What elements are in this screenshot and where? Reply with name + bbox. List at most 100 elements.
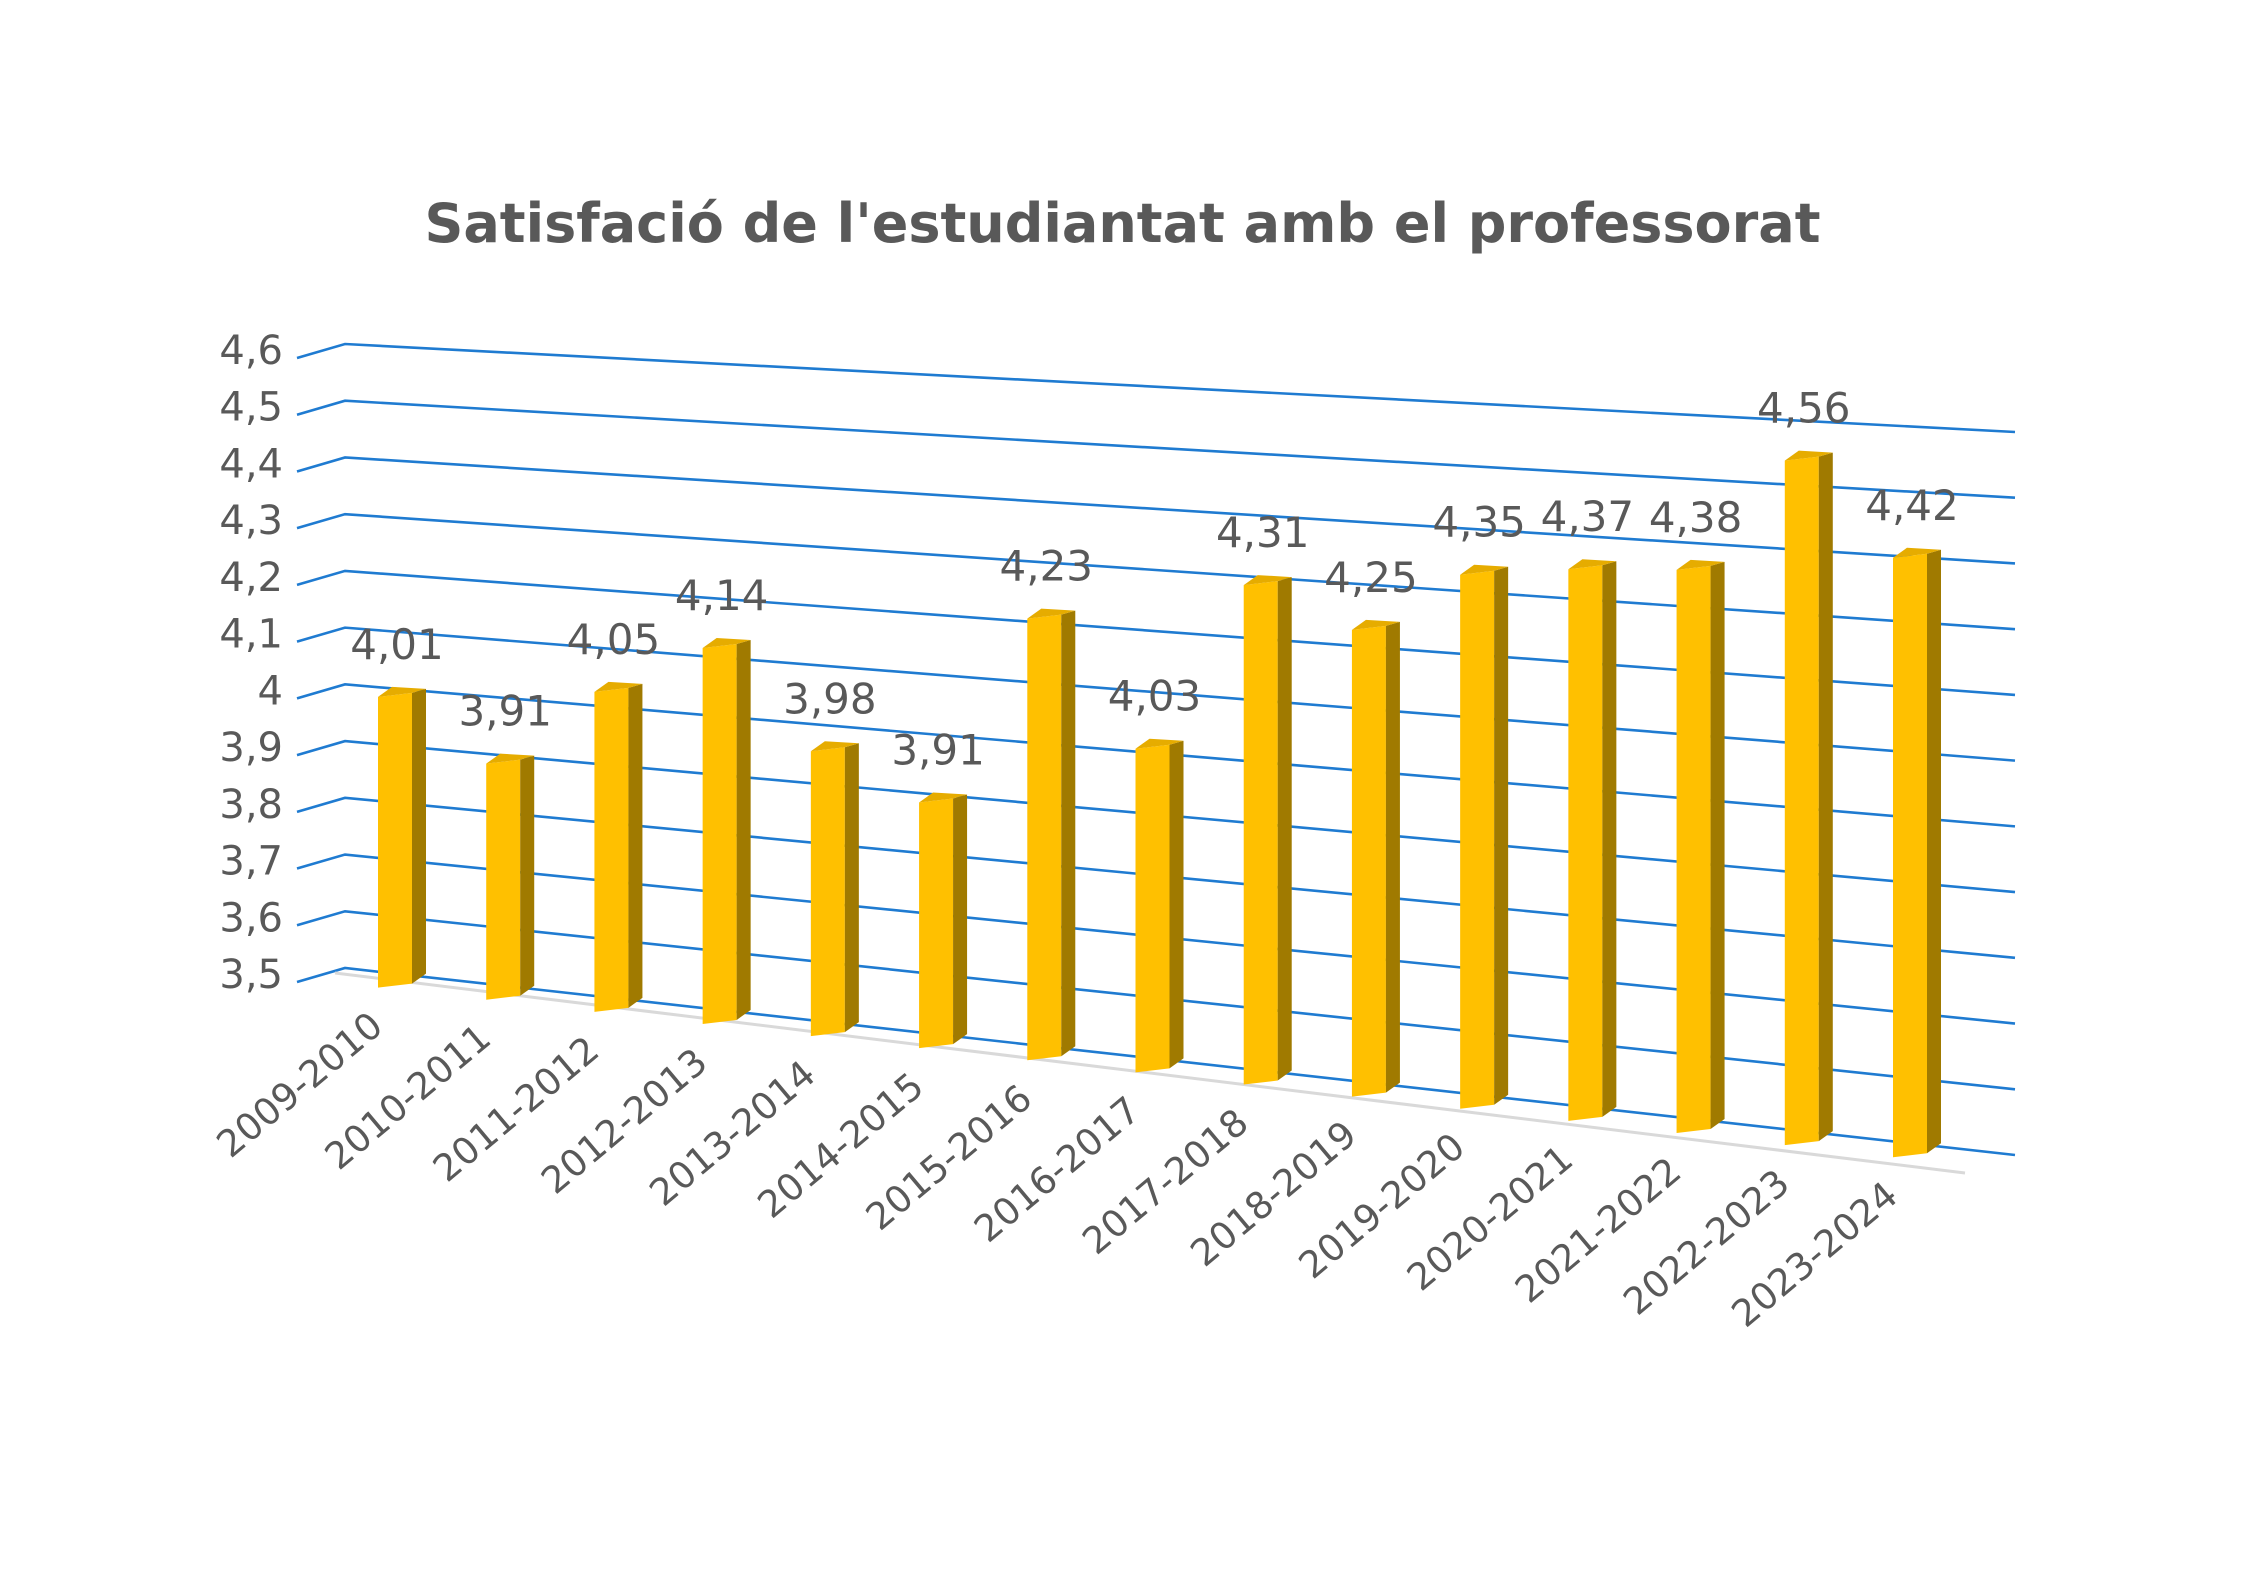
bar-top (1568, 559, 1617, 570)
bar-2021-2022 (1676, 559, 1725, 1134)
y-tick-label: 4,1 (219, 612, 283, 658)
bar-side (1169, 740, 1184, 1069)
bar-top (378, 686, 426, 697)
bar-2011-2012 (594, 681, 643, 1012)
bar-front (1135, 744, 1170, 1073)
bar-front (1676, 565, 1711, 1134)
bar-front (486, 759, 521, 1000)
gridline (296, 683, 2016, 828)
bar-2020-2021 (1568, 559, 1617, 1121)
bar-side (412, 688, 426, 984)
bar-side (736, 639, 751, 1020)
data-label: 4,56 (1757, 384, 1851, 433)
bar-front (919, 798, 954, 1049)
gridline (296, 853, 2016, 1025)
bar-side (1277, 577, 1292, 1081)
bar-2010-2011 (486, 753, 535, 1000)
data-label: 4,05 (567, 615, 661, 664)
y-tick-label: 4,4 (219, 441, 283, 487)
bar-front (594, 687, 629, 1012)
gridline (296, 569, 2016, 697)
data-label: 4,31 (1216, 508, 1310, 557)
bar-2016-2017 (1135, 738, 1184, 1073)
bars (378, 450, 1941, 1158)
bar-2013-2014 (810, 741, 859, 1037)
bar-side (1818, 452, 1833, 1142)
bar-top (1135, 738, 1184, 749)
bar-top (1784, 450, 1833, 461)
chart-title: Satisfació de l'estudiantat amb el profe… (424, 192, 1821, 255)
data-label: 4,14 (675, 571, 769, 620)
bar-2023-2024 (1893, 547, 1941, 1158)
bar-side (844, 743, 859, 1033)
bar-2022-2023 (1784, 450, 1833, 1146)
bar-top (702, 637, 751, 648)
bar-top (1243, 575, 1292, 586)
bar-front (1568, 565, 1603, 1121)
bar-top (1676, 559, 1725, 570)
y-tick-label: 4,6 (219, 328, 283, 374)
bar-side (1385, 621, 1400, 1093)
gridline (296, 626, 2016, 762)
bar-front (1351, 625, 1386, 1097)
data-label: 4,35 (1432, 498, 1526, 547)
data-label: 4,38 (1649, 493, 1743, 542)
gridline (296, 966, 2016, 1157)
bar-side (1710, 561, 1725, 1130)
bar-2009-2010 (378, 686, 426, 988)
gridlines (296, 342, 2016, 1175)
bar-front (1243, 581, 1278, 1085)
gridline (296, 512, 2016, 631)
bar-2018-2019 (1351, 619, 1400, 1097)
y-tick-label: 3,6 (219, 895, 283, 941)
y-tick-label: 3,8 (219, 782, 283, 828)
bar-side (953, 794, 968, 1045)
y-tick-label: 4,2 (219, 555, 283, 601)
y-tick-label: 4 (258, 668, 283, 714)
bar-2017-2018 (1243, 575, 1292, 1085)
data-label: 3,91 (458, 687, 552, 736)
bar-2015-2016 (1027, 608, 1076, 1061)
data-label: 3,91 (891, 726, 985, 775)
bar-front (1027, 614, 1062, 1061)
data-label: 4,25 (1324, 553, 1418, 602)
y-tick-label: 4,3 (219, 498, 283, 544)
bar-top (1460, 564, 1509, 575)
gridline (296, 399, 2016, 500)
bar-front (1460, 570, 1495, 1109)
bar-side (1494, 566, 1509, 1105)
bar-top (594, 681, 643, 692)
data-label: 4,42 (1865, 481, 1959, 530)
gridline (296, 342, 2016, 434)
bar-front (1893, 553, 1927, 1158)
data-label: 3,98 (783, 674, 877, 723)
bar-side (1927, 549, 1941, 1154)
y-tick-label: 3,7 (219, 839, 283, 885)
bar-side (1061, 610, 1076, 1057)
bar-side (520, 755, 535, 996)
y-axis-ticks: 3,5 3,6 3,7 3,8 3,9 4 4,1 4,2 4,3 4,4 4,5 4,6 (219, 328, 283, 998)
bar-front (378, 692, 412, 988)
y-tick-label: 3,9 (219, 725, 283, 771)
bar-side (628, 683, 643, 1008)
bar-2014-2015 (919, 792, 968, 1049)
bar-2019-2020 (1460, 564, 1509, 1109)
data-labels: 4,01 3,91 4,05 4,14 3,98 3,91 4,23 4,03 4,31 4,25… (350, 384, 1959, 775)
y-tick-label: 4,5 (219, 385, 283, 431)
bar-front (810, 747, 845, 1037)
gridline (296, 796, 2016, 960)
bar-top (1351, 619, 1400, 630)
data-label: 4,03 (1108, 672, 1202, 721)
bar-side (1602, 561, 1617, 1117)
gridline (296, 456, 2016, 565)
bar-front (702, 643, 737, 1024)
bar-top (1027, 608, 1076, 619)
data-label: 4,23 (1000, 542, 1094, 591)
gridline (296, 909, 2016, 1091)
data-label: 4,01 (350, 620, 444, 669)
bar-top (919, 792, 968, 803)
gridline (296, 739, 2016, 894)
bar-top (486, 753, 535, 764)
